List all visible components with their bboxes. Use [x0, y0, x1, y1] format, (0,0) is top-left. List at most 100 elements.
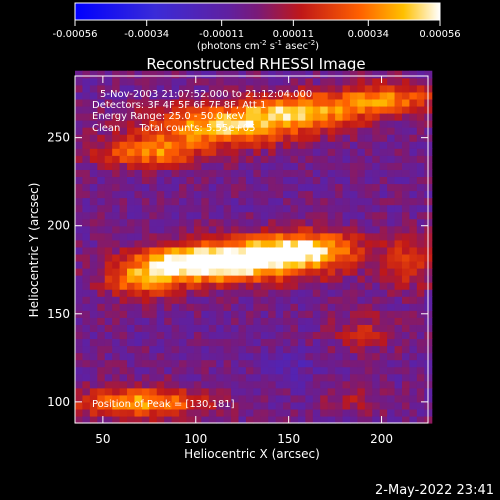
heatmap-cell	[156, 260, 165, 269]
heatmap-cell	[179, 239, 188, 248]
heatmap-cell	[179, 98, 188, 107]
heatmap-cell	[112, 415, 121, 424]
heatmap-cell	[89, 239, 98, 248]
heatmap-cell	[104, 253, 113, 262]
heatmap-cell	[320, 296, 329, 304]
heatmap-cell	[335, 112, 344, 121]
heatmap-cell	[335, 380, 344, 389]
heatmap-cell	[82, 232, 91, 241]
heatmap-cell	[193, 98, 202, 107]
heatmap-cell	[119, 148, 128, 156]
heatmap-cell	[134, 148, 143, 156]
heatmap-cell	[104, 317, 113, 325]
heatmap-cell	[260, 253, 269, 262]
heatmap-cell	[379, 141, 388, 149]
heatmap-cell	[312, 84, 321, 93]
heatmap-cell	[401, 112, 411, 121]
heatmap-cell	[179, 324, 188, 333]
heatmap-cell	[342, 98, 351, 107]
heatmap-cell	[104, 232, 113, 241]
y-tick-label: 200	[47, 219, 70, 233]
heatmap-cell	[201, 387, 210, 396]
heatmap-cell	[349, 176, 358, 185]
heatmap-cell	[75, 387, 84, 396]
heatmap-cell	[342, 84, 351, 93]
heatmap-cell	[305, 141, 314, 149]
heatmap-cell	[82, 324, 91, 333]
heatmap-cell	[171, 211, 180, 220]
heatmap-cell	[401, 324, 411, 333]
heatmap-cell	[245, 401, 254, 410]
heatmap-cell	[364, 387, 373, 396]
heatmap-cell	[327, 331, 336, 340]
heatmap-cell	[357, 260, 366, 269]
heatmap-cell	[82, 267, 91, 276]
heatmap-cell	[305, 331, 314, 340]
heatmap-cell	[171, 197, 180, 206]
heatmap-cell	[283, 239, 292, 248]
heatmap-cell	[409, 183, 418, 192]
heatmap-cell	[342, 303, 351, 311]
heatmap-cell	[245, 380, 254, 389]
heatmap-cell	[149, 204, 158, 213]
heatmap-cell	[134, 387, 143, 396]
heatmap-cell	[335, 155, 344, 163]
heatmap-cell	[119, 373, 128, 382]
heatmap-cell	[416, 345, 425, 354]
heatmap-cell	[335, 134, 344, 142]
heatmap-cell	[134, 105, 143, 114]
heatmap-cell	[112, 310, 121, 318]
heatmap-cell	[401, 155, 411, 163]
heatmap-cell	[327, 91, 336, 100]
heatmap-cell	[216, 190, 225, 199]
heatmap-cell	[223, 112, 232, 121]
heatmap-cell	[82, 98, 91, 107]
heatmap-cell	[127, 183, 136, 192]
heatmap-cell	[208, 282, 217, 290]
heatmap-cell	[141, 260, 150, 269]
heatmap-cell	[283, 401, 292, 410]
heatmap-cell	[179, 415, 188, 424]
heatmap-cell	[193, 190, 202, 199]
heatmap-cell	[238, 345, 247, 354]
heatmap-cell	[149, 401, 158, 410]
heatmap-cell	[297, 324, 306, 333]
heatmap-cell	[320, 127, 329, 135]
heatmap-cell	[297, 380, 306, 389]
heatmap-cell	[387, 141, 396, 149]
heatmap-cell	[379, 289, 388, 297]
heatmap-cell	[372, 134, 381, 142]
heatmap-cell	[297, 70, 306, 79]
heatmap-cell	[149, 415, 158, 424]
heatmap-cell	[253, 134, 262, 142]
heatmap-cell	[75, 253, 84, 262]
heatmap-cell	[387, 352, 396, 361]
heatmap-cell	[82, 112, 91, 121]
heatmap-cell	[283, 84, 292, 93]
heatmap-cell	[201, 324, 210, 333]
heatmap-cell	[112, 155, 121, 163]
heatmap-cell	[104, 197, 113, 206]
heatmap-cell	[283, 338, 292, 347]
heatmap-cell	[394, 225, 403, 234]
heatmap-cell	[379, 260, 388, 269]
heatmap-cell	[297, 148, 306, 156]
heatmap-cell	[409, 112, 418, 121]
heatmap-cell	[245, 197, 254, 206]
heatmap-cell	[268, 401, 277, 410]
heatmap-cell	[149, 338, 158, 347]
heatmap-cell	[305, 408, 314, 417]
heatmap-cell	[179, 127, 188, 135]
heatmap-cell	[349, 183, 358, 192]
heatmap-cell	[320, 253, 329, 262]
heatmap-cell	[156, 176, 165, 185]
heatmap-cell	[186, 394, 195, 403]
heatmap-cell	[89, 204, 98, 213]
heatmap-cell	[342, 148, 351, 156]
heatmap-cell	[171, 246, 180, 255]
heatmap-cell	[216, 267, 225, 276]
heatmap-cell	[253, 246, 262, 255]
heatmap-cell	[149, 253, 158, 262]
heatmap-cell	[201, 225, 210, 234]
heatmap-cell	[364, 218, 373, 227]
